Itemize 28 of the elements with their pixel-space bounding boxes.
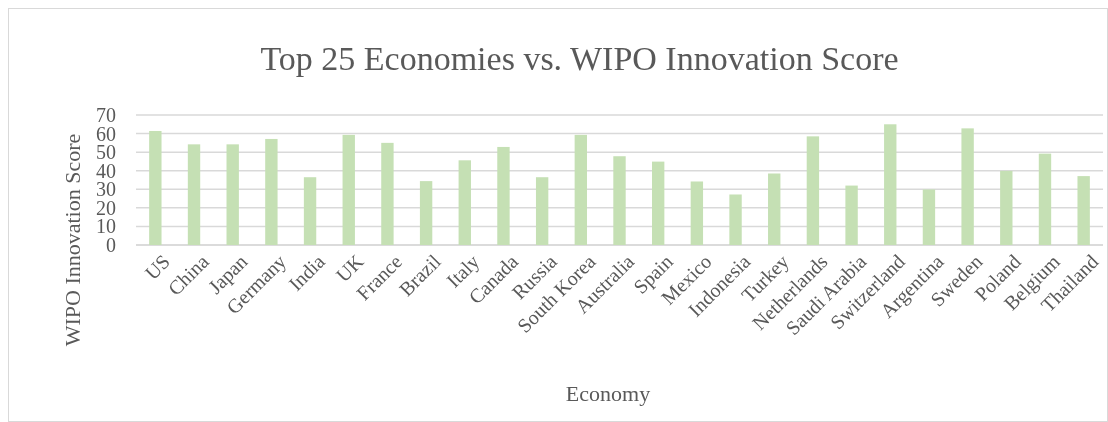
bar — [922, 189, 936, 245]
bar — [574, 134, 588, 245]
bar — [1077, 176, 1090, 245]
bar — [845, 185, 858, 245]
bar — [342, 134, 355, 245]
bar — [497, 146, 510, 245]
bar — [535, 177, 549, 245]
bar — [651, 161, 665, 245]
bar — [458, 160, 471, 245]
bar — [961, 128, 974, 245]
bar — [1038, 153, 1052, 245]
bar — [768, 173, 781, 245]
bar — [149, 130, 162, 245]
bar — [806, 136, 820, 245]
bar — [1000, 170, 1013, 245]
bar — [226, 144, 239, 245]
bar — [884, 124, 897, 245]
bar — [303, 177, 317, 245]
bar — [419, 181, 433, 245]
x-axis-title: Economy — [565, 381, 651, 406]
chart-title: Top 25 Economies vs. WIPO Innovation Score — [260, 40, 899, 77]
bar — [187, 144, 201, 245]
bar — [613, 156, 626, 245]
bar — [729, 194, 742, 245]
bar — [690, 181, 704, 245]
bar — [381, 142, 394, 245]
y-axis-title: WIPO Innovation Score — [60, 133, 85, 347]
bar — [265, 138, 278, 245]
